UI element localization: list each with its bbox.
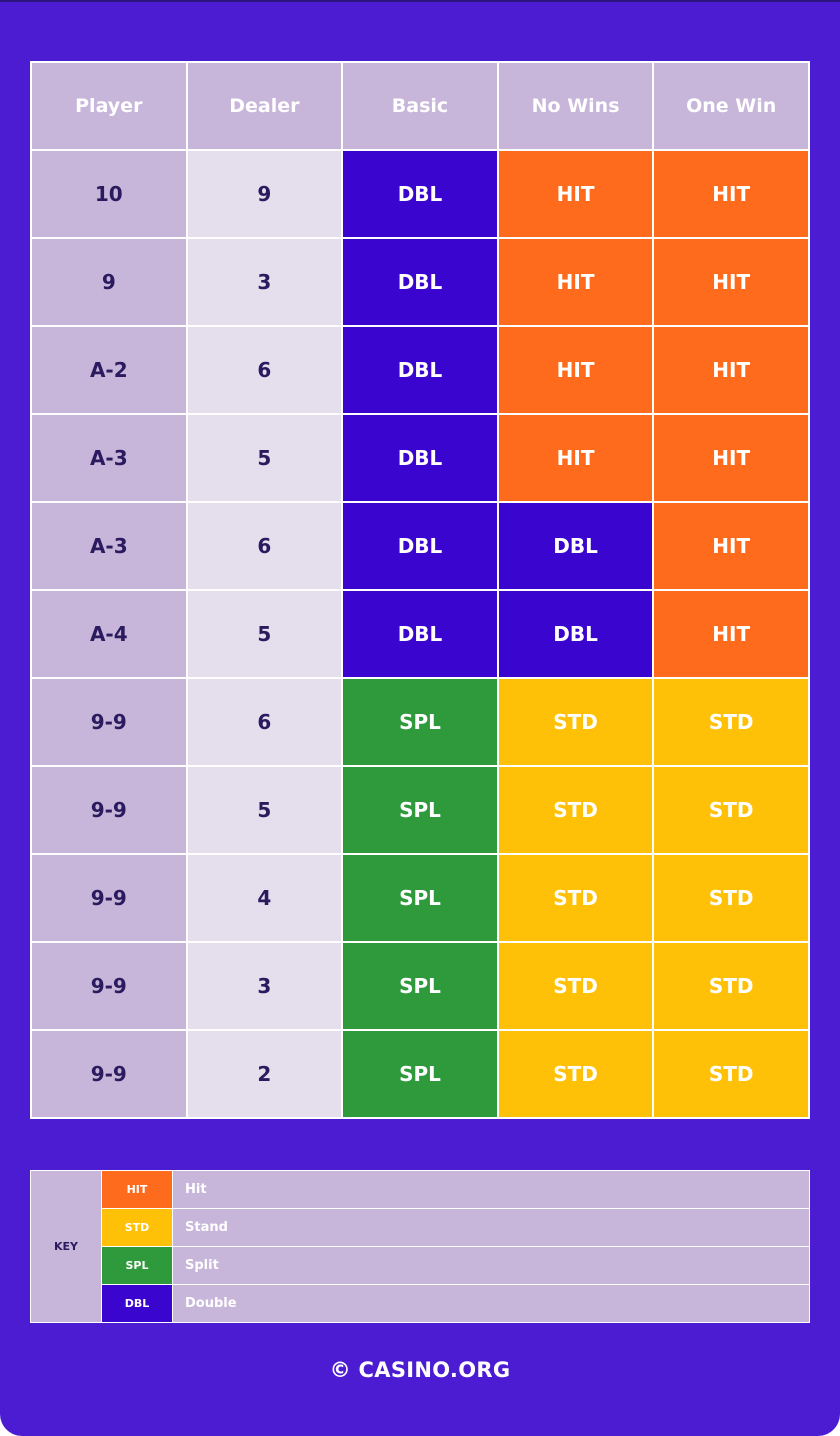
basic-action-cell: SPL bbox=[341, 941, 499, 1031]
key-description: Hit bbox=[172, 1170, 810, 1209]
basic-action-cell: SPL bbox=[341, 677, 499, 767]
table-row: A-4 5 DBL DBL HIT bbox=[30, 589, 810, 679]
no-wins-action-cell: STD bbox=[496, 853, 655, 943]
one-win-action-cell: HIT bbox=[652, 237, 810, 327]
key-description: Double bbox=[172, 1284, 810, 1323]
one-win-action-cell: STD bbox=[652, 853, 810, 943]
no-wins-action-cell: STD bbox=[496, 677, 655, 767]
header-row: Player Dealer Basic No Wins One Win bbox=[30, 61, 810, 151]
key-legend: KEY HIT Hit STD Stand SPL Split DBL Doub… bbox=[30, 1170, 810, 1323]
no-wins-action-cell: STD bbox=[496, 941, 655, 1031]
key-code: STD bbox=[101, 1208, 173, 1247]
one-win-action-cell: STD bbox=[652, 941, 810, 1031]
player-cell: 9-9 bbox=[30, 677, 188, 767]
no-wins-action-cell: STD bbox=[496, 765, 655, 855]
dealer-cell: 6 bbox=[185, 501, 344, 591]
player-cell: A-4 bbox=[30, 589, 188, 679]
one-win-action-cell: HIT bbox=[652, 325, 810, 415]
table-row: 9-9 6 SPL STD STD bbox=[30, 677, 810, 767]
one-win-action-cell: HIT bbox=[652, 501, 810, 591]
header-one-win: One Win bbox=[652, 61, 810, 151]
dealer-cell: 9 bbox=[185, 149, 344, 239]
basic-action-cell: DBL bbox=[341, 325, 499, 415]
table-row: 9-9 2 SPL STD STD bbox=[30, 1029, 810, 1119]
table-row: A-3 6 DBL DBL HIT bbox=[30, 501, 810, 591]
one-win-action-cell: HIT bbox=[652, 413, 810, 503]
one-win-action-cell: HIT bbox=[652, 149, 810, 239]
table-row: 9 3 DBL HIT HIT bbox=[30, 237, 810, 327]
player-cell: 9-9 bbox=[30, 765, 188, 855]
header-basic: Basic bbox=[341, 61, 499, 151]
basic-action-cell: DBL bbox=[341, 413, 499, 503]
basic-action-cell: DBL bbox=[341, 149, 499, 239]
dealer-cell: 2 bbox=[185, 1029, 344, 1119]
one-win-action-cell: HIT bbox=[652, 589, 810, 679]
no-wins-action-cell: HIT bbox=[496, 413, 655, 503]
basic-action-cell: SPL bbox=[341, 1029, 499, 1119]
dealer-cell: 4 bbox=[185, 853, 344, 943]
basic-action-cell: DBL bbox=[341, 589, 499, 679]
dealer-cell: 6 bbox=[185, 325, 344, 415]
dealer-cell: 5 bbox=[185, 589, 344, 679]
basic-action-cell: DBL bbox=[341, 501, 499, 591]
player-cell: 9 bbox=[30, 237, 188, 327]
no-wins-action-cell: DBL bbox=[496, 501, 655, 591]
key-code: SPL bbox=[101, 1246, 173, 1285]
no-wins-action-cell: HIT bbox=[496, 149, 655, 239]
table-row: 9-9 5 SPL STD STD bbox=[30, 765, 810, 855]
dealer-cell: 5 bbox=[185, 413, 344, 503]
player-cell: 10 bbox=[30, 149, 188, 239]
copyright-footer: © CASINO.ORG bbox=[329, 1358, 511, 1382]
key-row: STD Stand bbox=[31, 1208, 810, 1247]
dealer-cell: 3 bbox=[185, 941, 344, 1031]
player-cell: 9-9 bbox=[30, 941, 188, 1031]
key-description: Split bbox=[172, 1246, 810, 1285]
no-wins-action-cell: STD bbox=[496, 1029, 655, 1119]
dealer-cell: 5 bbox=[185, 765, 344, 855]
key-code: DBL bbox=[101, 1284, 173, 1323]
header-no-wins: No Wins bbox=[496, 61, 655, 151]
key-row: KEY HIT Hit bbox=[30, 1170, 810, 1323]
table-row: A-3 5 DBL HIT HIT bbox=[30, 413, 810, 503]
key-row: DBL Double bbox=[31, 1284, 810, 1323]
basic-action-cell: DBL bbox=[341, 237, 499, 327]
strategy-table: Player Dealer Basic No Wins One Win 10 9… bbox=[30, 61, 810, 1119]
player-cell: A-2 bbox=[30, 325, 188, 415]
header-player: Player bbox=[30, 61, 188, 151]
key-label: KEY bbox=[30, 1170, 102, 1323]
dealer-cell: 6 bbox=[185, 677, 344, 767]
no-wins-action-cell: HIT bbox=[496, 237, 655, 327]
table-row: 9-9 3 SPL STD STD bbox=[30, 941, 810, 1031]
player-cell: A-3 bbox=[30, 413, 188, 503]
header-dealer: Dealer bbox=[185, 61, 344, 151]
table-row: 9-9 4 SPL STD STD bbox=[30, 853, 810, 943]
one-win-action-cell: STD bbox=[652, 677, 810, 767]
key-row: SPL Split bbox=[31, 1246, 810, 1285]
key-description: Stand bbox=[172, 1208, 810, 1247]
one-win-action-cell: STD bbox=[652, 1029, 810, 1119]
player-cell: A-3 bbox=[30, 501, 188, 591]
dealer-cell: 3 bbox=[185, 237, 344, 327]
basic-action-cell: SPL bbox=[341, 853, 499, 943]
player-cell: 9-9 bbox=[30, 853, 188, 943]
basic-action-cell: SPL bbox=[341, 765, 499, 855]
player-cell: 9-9 bbox=[30, 1029, 188, 1119]
table-row: A-2 6 DBL HIT HIT bbox=[30, 325, 810, 415]
table-row: 10 9 DBL HIT HIT bbox=[30, 149, 810, 239]
key-code: HIT bbox=[101, 1170, 173, 1209]
no-wins-action-cell: DBL bbox=[496, 589, 655, 679]
one-win-action-cell: STD bbox=[652, 765, 810, 855]
no-wins-action-cell: HIT bbox=[496, 325, 655, 415]
